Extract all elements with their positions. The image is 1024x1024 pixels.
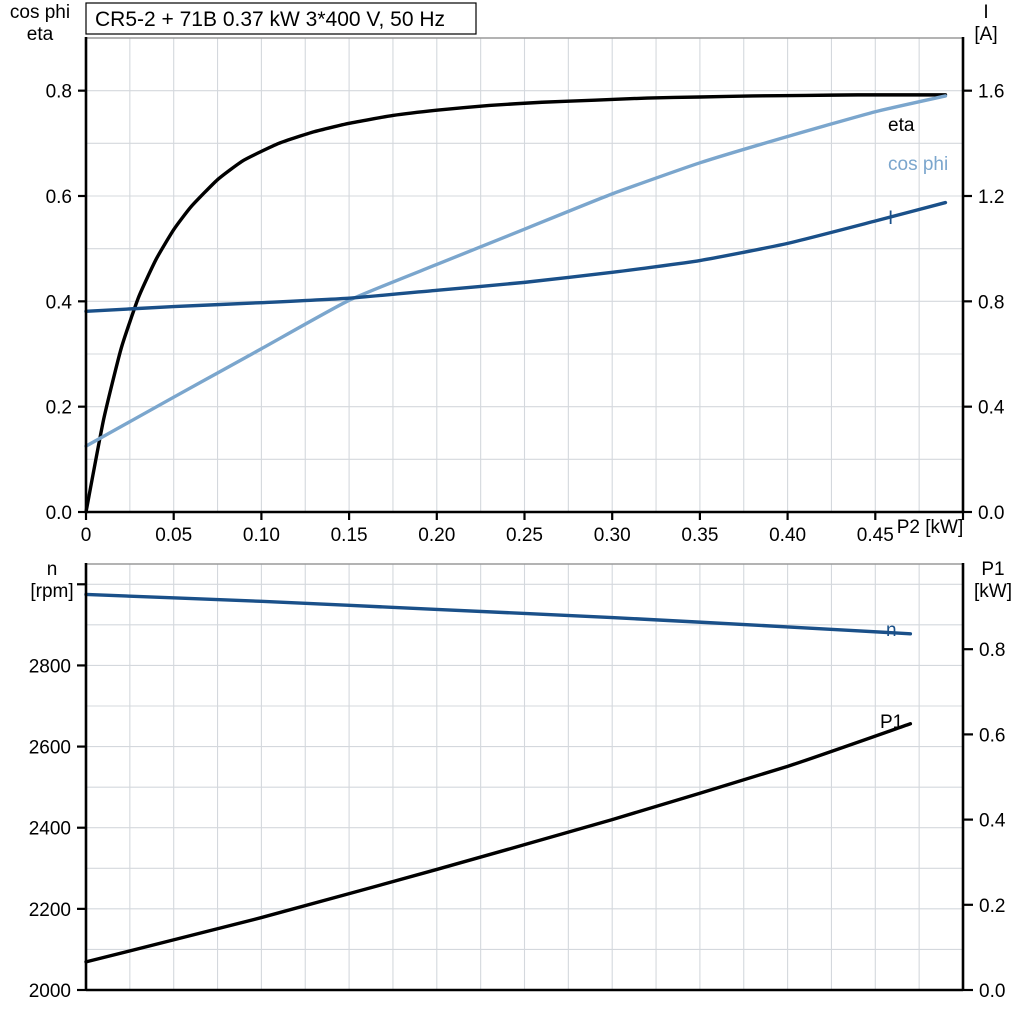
svg-text:2000: 2000 bbox=[29, 981, 71, 1002]
title-box bbox=[85, 2, 477, 35]
bottom-chart-svg: 2000 2200 2400 2600 2800 0.0 0.2 0.4 0.6 0.8 n [r… bbox=[29, 559, 1012, 1002]
bottom-left-axis-title-line2: [rpm] bbox=[30, 581, 73, 602]
svg-text:0.4: 0.4 bbox=[979, 811, 1006, 832]
svg-text:0.45: 0.45 bbox=[857, 525, 894, 546]
current-label: I bbox=[888, 208, 893, 229]
svg-text:0.6: 0.6 bbox=[979, 725, 1005, 746]
svg-text:0.25: 0.25 bbox=[506, 525, 543, 546]
top-right-axis-title-line2: [A] bbox=[974, 24, 997, 45]
bottom-chart-gridlines bbox=[86, 563, 963, 990]
top-chart-panel: 0.0 0.2 0.4 0.6 0.8 0.0 0.4 0.8 1.2 1.6 0 0.05 0.10 0… bbox=[10, 2, 1005, 546]
cos-phi-label: cos phi bbox=[888, 154, 948, 175]
eta-label: eta bbox=[888, 115, 915, 136]
svg-text:1.2: 1.2 bbox=[978, 187, 1004, 208]
svg-text:0.05: 0.05 bbox=[155, 525, 192, 546]
bottom-right-axis-title-line1: P1 bbox=[981, 559, 1004, 580]
svg-text:0.2: 0.2 bbox=[979, 896, 1005, 917]
svg-text:2800: 2800 bbox=[29, 656, 71, 677]
top-chart-gridlines bbox=[86, 37, 963, 512]
top-left-axis-title-line1: cos phi bbox=[10, 2, 70, 23]
bottom-chart-panel: 2000 2200 2400 2600 2800 0.0 0.2 0.4 0.6 0.8 n [r… bbox=[0, 546, 1024, 1024]
current-curve bbox=[84, 200, 948, 314]
svg-text:2600: 2600 bbox=[29, 738, 71, 759]
p1-curve bbox=[84, 722, 913, 964]
cos-phi-curve bbox=[84, 94, 948, 448]
top-right-axis-title-line1: I bbox=[983, 2, 988, 23]
svg-text:0.8: 0.8 bbox=[46, 82, 72, 103]
svg-text:0.2: 0.2 bbox=[46, 398, 72, 419]
svg-text:0.10: 0.10 bbox=[243, 525, 280, 546]
chart-title: CR5-2 + 71B 0.37 kW 3*400 V, 50 Hz bbox=[95, 8, 445, 31]
svg-text:0.40: 0.40 bbox=[769, 525, 806, 546]
svg-text:2200: 2200 bbox=[29, 900, 71, 921]
svg-text:1.6: 1.6 bbox=[978, 82, 1004, 103]
svg-text:0.15: 0.15 bbox=[331, 525, 368, 546]
svg-text:0.0: 0.0 bbox=[46, 503, 72, 524]
svg-text:0.30: 0.30 bbox=[594, 525, 631, 546]
svg-text:2400: 2400 bbox=[29, 819, 71, 840]
p1-label: P1 bbox=[880, 712, 903, 733]
svg-text:0.4: 0.4 bbox=[46, 292, 73, 313]
svg-text:0.8: 0.8 bbox=[978, 292, 1004, 313]
bottom-right-axis-title-line2: [kW] bbox=[974, 581, 1012, 602]
svg-text:0: 0 bbox=[81, 525, 92, 546]
svg-text:0.0: 0.0 bbox=[978, 503, 1004, 524]
svg-text:0.8: 0.8 bbox=[979, 640, 1005, 661]
top-left-axis-title-line2: eta bbox=[27, 24, 54, 45]
svg-text:0.20: 0.20 bbox=[418, 525, 455, 546]
speed-label: n bbox=[886, 620, 897, 641]
bottom-chart-tick-labels: 2000 2200 2400 2600 2800 0.0 0.2 0.4 0.6 0.8 bbox=[29, 640, 1006, 1002]
svg-text:0.6: 0.6 bbox=[46, 187, 72, 208]
top-chart-tick-labels: 0.0 0.2 0.4 0.6 0.8 0.0 0.4 0.8 1.2 1.6 0 0.05 0.10 0… bbox=[46, 82, 1005, 546]
speed-curve bbox=[84, 592, 913, 636]
eta-curve bbox=[84, 93, 948, 514]
svg-text:0.35: 0.35 bbox=[681, 525, 718, 546]
svg-text:0.0: 0.0 bbox=[979, 981, 1005, 1002]
bottom-left-axis-title-line1: n bbox=[47, 559, 58, 580]
top-chart-axes bbox=[78, 37, 972, 520]
bottom-chart-axes bbox=[77, 563, 973, 992]
svg-text:0.4: 0.4 bbox=[978, 398, 1005, 419]
top-chart-svg: 0.0 0.2 0.4 0.6 0.8 0.0 0.4 0.8 1.2 1.6 0 0.05 0.10 0… bbox=[10, 2, 1005, 546]
x-axis-title: P2 [kW] bbox=[897, 517, 964, 538]
